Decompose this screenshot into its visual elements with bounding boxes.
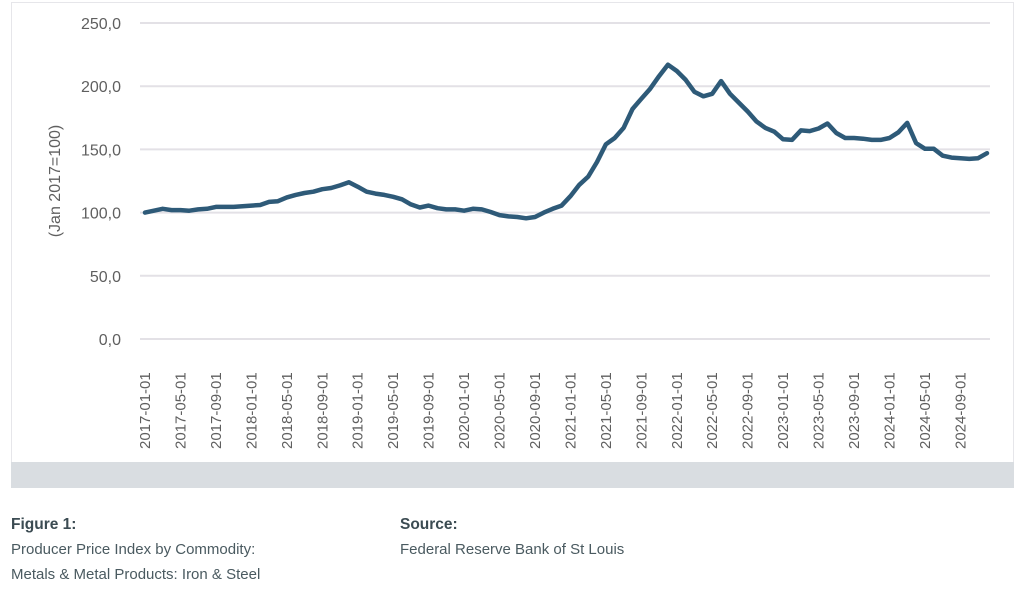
x-tick-label: 2018-05-01 (279, 372, 296, 449)
y-axis-label: (Jan 2017=100) (47, 125, 64, 238)
x-tick-label: 2017-01-01 (137, 372, 154, 449)
x-tick-label: 2023-09-01 (846, 372, 863, 449)
x-tick-label: 2020-01-01 (456, 372, 473, 449)
x-tick-label: 2022-01-01 (669, 372, 686, 449)
series-line (142, 62, 990, 221)
figure-caption-heading: Figure 1: (11, 516, 77, 533)
x-tick-label: 2023-01-01 (775, 372, 792, 449)
x-tick-label: 2021-09-01 (633, 372, 650, 449)
x-tick-label: 2019-09-01 (421, 372, 438, 449)
x-tick-label: 2017-05-01 (172, 372, 189, 449)
chart-footer-band (11, 462, 1014, 488)
figure-caption-line-2: Metals & Metal Products: Iron & Steel (11, 566, 261, 583)
x-tick-label: 2022-09-01 (740, 372, 757, 449)
x-tick-label: 2020-09-01 (527, 372, 544, 449)
x-tick-label: 2018-09-01 (314, 372, 331, 449)
x-tick-label: 2023-05-01 (811, 372, 828, 449)
x-tick-label: 2020-05-01 (492, 372, 509, 449)
y-tick-label: 200,0 (81, 79, 121, 96)
figure-caption: Figure 1: Producer Price Index by Commod… (11, 512, 260, 587)
x-tick-label: 2017-09-01 (208, 372, 225, 449)
y-axis-ticks: 0,0 50,0 100,0 150,0 200,0 250,0 (81, 16, 121, 349)
x-tick-label: 2022-05-01 (704, 372, 721, 449)
y-tick-label: 150,0 (81, 142, 121, 159)
y-tick-label: 100,0 (81, 206, 121, 223)
x-axis-ticks: 2017-01-01 2017-05-01 2017-09-01 2018-01-01… (137, 372, 969, 449)
x-tick-label: 2024-09-01 (952, 372, 969, 449)
x-tick-label: 2021-01-01 (562, 372, 579, 449)
x-tick-label: 2024-05-01 (917, 372, 934, 449)
series-layer (142, 62, 990, 221)
x-tick-label: 2019-05-01 (385, 372, 402, 449)
x-tick-label: 2019-01-01 (350, 372, 367, 449)
y-tick-label: 0,0 (99, 332, 121, 349)
source-caption-heading: Source: (400, 516, 458, 533)
source-caption-line-1: Federal Reserve Bank of St Louis (400, 541, 625, 558)
figure-caption-line-1: Producer Price Index by Commodity: (11, 541, 256, 558)
x-tick-label: 2024-01-01 (882, 372, 899, 449)
source-caption: Source: Federal Reserve Bank of St Louis (400, 512, 624, 562)
x-tick-label: 2021-05-01 (598, 372, 615, 449)
gridlines (140, 22, 990, 340)
x-tick-label: 2018-01-01 (243, 372, 260, 449)
chart-frame (11, 2, 1014, 462)
y-tick-label: 250,0 (81, 16, 121, 33)
y-tick-label: 50,0 (90, 269, 121, 286)
